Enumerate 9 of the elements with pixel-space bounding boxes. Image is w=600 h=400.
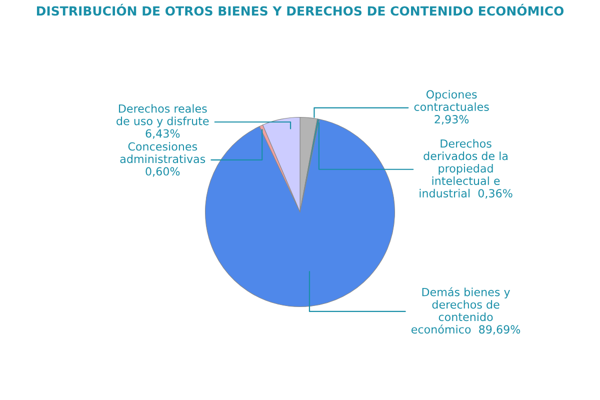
data-label: 6,43% xyxy=(146,129,180,139)
slice-label: Derechos derivados de la propiedad intelectual e industrial 0,36% xyxy=(420,139,512,199)
data-label: 0,60% xyxy=(146,167,180,177)
data-label: 2,93% xyxy=(434,115,469,125)
slice-label: Derechos reales de uso y disfrute xyxy=(116,104,209,128)
slice-label: Concesiones administrativas xyxy=(120,142,206,164)
slice-label: Demás bienes y derechos de contenido económico 89,69% xyxy=(411,287,520,335)
slice-label: Opciones contractuales xyxy=(414,90,489,112)
chart-title: DISTRIBUCIÓN DE OTROS BIENES Y DERECHOS DE CONTENIDO ECONÓMICO xyxy=(36,4,564,16)
